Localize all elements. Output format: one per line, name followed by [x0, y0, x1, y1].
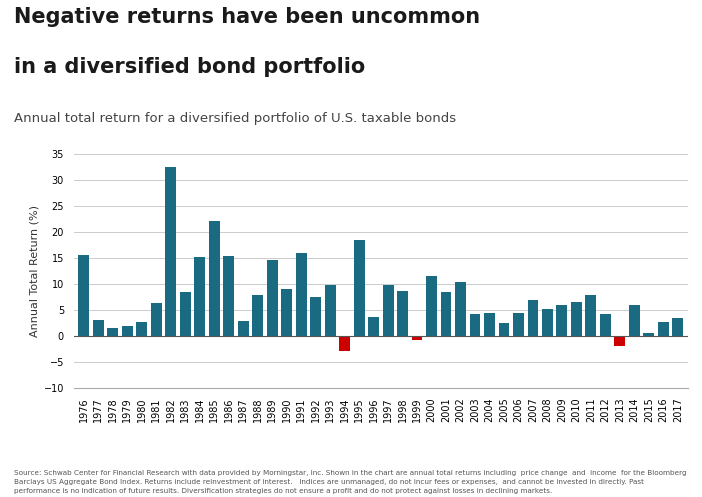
Bar [267, 260, 277, 336]
Bar [585, 295, 596, 336]
Bar [644, 333, 654, 336]
Bar [325, 285, 336, 336]
Text: Annual total return for a diversified portfolio of U.S. taxable bonds: Annual total return for a diversified po… [14, 112, 456, 125]
Bar [310, 297, 321, 336]
Bar [600, 314, 611, 336]
Text: performance is no indication of future results. Diversification strategies do no: performance is no indication of future r… [14, 488, 552, 494]
Bar [557, 305, 567, 336]
Bar [354, 240, 364, 336]
Bar [208, 221, 220, 336]
Bar [107, 329, 118, 336]
Bar [122, 326, 133, 336]
Bar [223, 256, 234, 336]
Bar [484, 314, 495, 336]
Bar [194, 257, 205, 336]
Bar [411, 336, 423, 340]
Bar [383, 285, 394, 336]
Bar [296, 252, 307, 336]
Bar [136, 322, 147, 336]
Y-axis label: Annual Total Return (%): Annual Total Return (%) [29, 205, 39, 337]
Bar [470, 315, 480, 336]
Bar [455, 282, 466, 336]
Bar [397, 291, 408, 336]
Bar [542, 309, 553, 336]
Text: Negative returns have been uncommon: Negative returns have been uncommon [14, 7, 480, 27]
Bar [93, 320, 104, 336]
Bar [151, 303, 161, 336]
Text: in a diversified bond portfolio: in a diversified bond portfolio [14, 57, 365, 77]
Bar [658, 322, 669, 336]
Bar [79, 255, 89, 336]
Bar [629, 305, 640, 336]
Bar [513, 314, 524, 336]
Bar [282, 289, 292, 336]
Text: Source: Schwab Center for Financial Research with data provided by Morningstar, : Source: Schwab Center for Financial Rese… [14, 470, 687, 476]
Bar [368, 317, 379, 336]
Bar [238, 321, 249, 336]
Text: Barclays US Aggregate Bond Index. Returns include reinvestment of interest.   In: Barclays US Aggregate Bond Index. Return… [14, 479, 644, 485]
Bar [673, 318, 683, 336]
Bar [166, 166, 176, 336]
Bar [339, 336, 350, 351]
Bar [614, 336, 625, 346]
Bar [252, 295, 263, 336]
Bar [180, 292, 191, 336]
Bar [527, 300, 538, 336]
Bar [571, 302, 582, 336]
Bar [426, 275, 437, 336]
Bar [498, 323, 510, 336]
Bar [441, 292, 451, 336]
